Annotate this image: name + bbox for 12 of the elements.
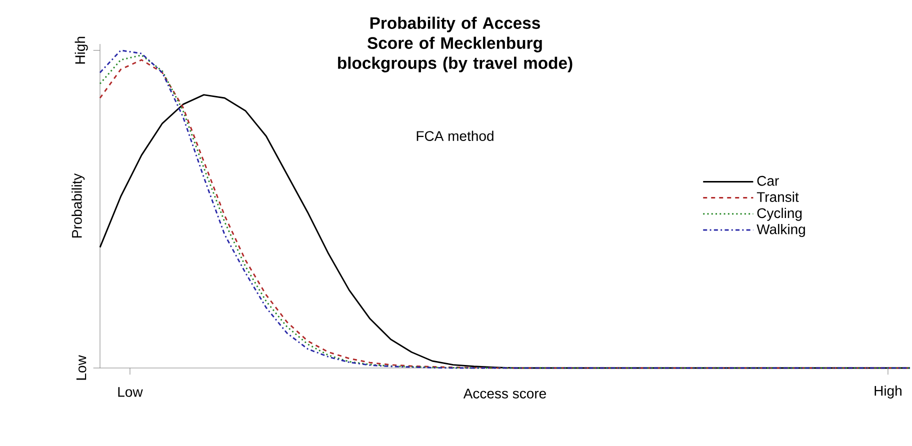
legend-label: Car — [757, 176, 779, 186]
text: High — [874, 385, 902, 399]
legend-label: Transit — [756, 192, 799, 202]
chart-title: Probability of Access Score of Mecklenburg blockgroups (by travel mode) — [338, 16, 572, 72]
text: FCA method — [416, 130, 494, 141]
y-axis-title: Probability — [72, 173, 85, 238]
legend-label: Walking — [756, 224, 805, 238]
legend-label: Cycling — [757, 208, 802, 221]
text: Low — [76, 355, 86, 380]
text: Low — [118, 387, 143, 397]
x-axis-title: Access score — [463, 388, 546, 398]
text: High — [74, 36, 88, 64]
